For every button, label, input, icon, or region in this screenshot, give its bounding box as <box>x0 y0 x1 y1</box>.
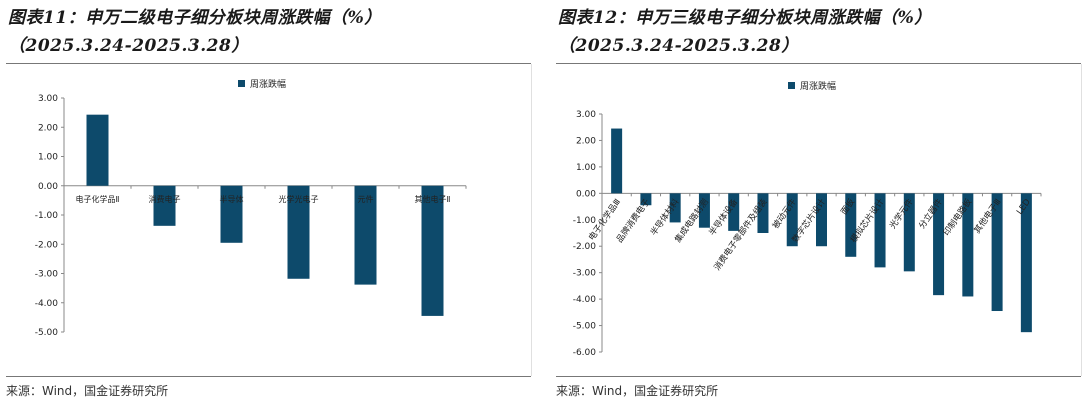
y-tick-label: -3.00 <box>35 270 59 280</box>
y-tick-label: -5.00 <box>35 328 59 338</box>
y-tick-label: -1.00 <box>573 216 597 226</box>
legend-label: 周涨跌幅 <box>800 80 836 92</box>
bar <box>421 185 444 316</box>
chart-title: 图表11：申万二级电子细分板块周涨跌幅（%） （2025.3.24-2025.3… <box>8 4 528 60</box>
bar <box>153 185 176 226</box>
y-tick-label: 0.00 <box>38 182 58 192</box>
y-tick-label: 0.00 <box>576 189 596 199</box>
chart-area: 周涨跌幅 3.00 2.00 1.00 0.00 -1.00 -2.00 -3.00 -4.00… <box>556 64 1082 376</box>
source-note: 来源：Wind，国金证券研究所 <box>6 376 531 399</box>
legend-swatch <box>238 80 245 87</box>
chart-title-line1: 图表12：申万三级电子细分板块周涨跌幅（%） <box>558 8 932 28</box>
bar <box>220 185 243 243</box>
bar <box>845 193 857 257</box>
bar <box>611 128 623 194</box>
y-tick-label: 1.00 <box>38 153 58 163</box>
x-category-label: 电子化学品Ⅱ <box>76 194 120 204</box>
y-tick-label: 1.00 <box>576 163 596 173</box>
bar <box>874 193 886 268</box>
legend: 周涨跌幅 <box>238 78 286 90</box>
bar <box>698 193 710 228</box>
bar <box>728 193 740 231</box>
y-tick-label: -4.00 <box>35 299 59 309</box>
bar <box>757 193 769 233</box>
bar <box>991 193 1003 312</box>
chart-panel-sw2: 图表11：申万二级电子细分板块周涨跌幅（%） （2025.3.24-2025.3… <box>6 0 532 404</box>
bar <box>669 193 681 223</box>
y-tick-label: -6.00 <box>573 348 597 358</box>
x-category-label: 消费电子 <box>149 194 181 204</box>
legend-label: 周涨跌幅 <box>250 78 286 90</box>
y-tick-label: 2.00 <box>576 136 596 146</box>
bar <box>786 193 798 247</box>
bar <box>86 114 109 186</box>
bar-chart-sw3: 周涨跌幅 3.00 2.00 1.00 0.00 -1.00 -2.00 -3.00 -4.00… <box>573 80 1042 358</box>
bar <box>287 185 310 279</box>
legend-swatch <box>788 82 795 89</box>
x-category-label: 元件 <box>358 194 374 204</box>
x-category-label: 半导体 <box>220 194 244 204</box>
x-category-label: 消费电子零部件及组装 <box>712 196 770 272</box>
bar <box>816 193 827 247</box>
y-tick-label: -1.00 <box>35 211 59 221</box>
chart-panel-sw3: 图表12：申万三级电子细分板块周涨跌幅（%） （2025.3.24-2025.3… <box>556 0 1082 404</box>
bar-chart-sw2: 周涨跌幅 3.00 2.00 1.00 0.00 -1.00 -2.00 -3.00 -4.00… <box>35 78 467 338</box>
divider <box>556 63 1081 64</box>
chart-title: 图表12：申万三级电子细分板块周涨跌幅（%） （2025.3.24-2025.3… <box>558 4 1078 60</box>
y-tick-label: -5.00 <box>573 322 597 332</box>
y-tick-label: -3.00 <box>573 269 597 279</box>
y-tick-label: 2.00 <box>38 123 58 133</box>
bar <box>903 193 915 272</box>
y-tick-label: -2.00 <box>35 240 59 250</box>
chart-title-line1: 图表11：申万二级电子细分板块周涨跌幅（%） <box>8 8 382 28</box>
x-category-label: 其他电子Ⅱ <box>415 194 451 204</box>
chart-title-line2: （2025.3.24-2025.3.28） <box>8 36 249 56</box>
bar <box>1020 193 1032 333</box>
y-tick-label: -4.00 <box>573 295 597 305</box>
x-category-label: 光学光电子 <box>279 194 319 204</box>
bar <box>962 193 974 297</box>
y-tick-label: 3.00 <box>38 94 58 104</box>
chart-area: 周涨跌幅 3.00 2.00 1.00 0.00 -1.00 -2.00 -3.00 -4.00… <box>6 64 532 376</box>
bar <box>354 185 377 285</box>
bar <box>933 193 945 296</box>
divider <box>6 63 531 64</box>
source-note: 来源：Wind，国金证券研究所 <box>556 376 1081 399</box>
y-tick-label: -2.00 <box>573 242 597 252</box>
y-tick-label: 3.00 <box>576 110 596 120</box>
bar <box>640 193 652 206</box>
chart-title-line2: （2025.3.24-2025.3.28） <box>558 36 799 56</box>
legend: 周涨跌幅 <box>788 80 836 92</box>
